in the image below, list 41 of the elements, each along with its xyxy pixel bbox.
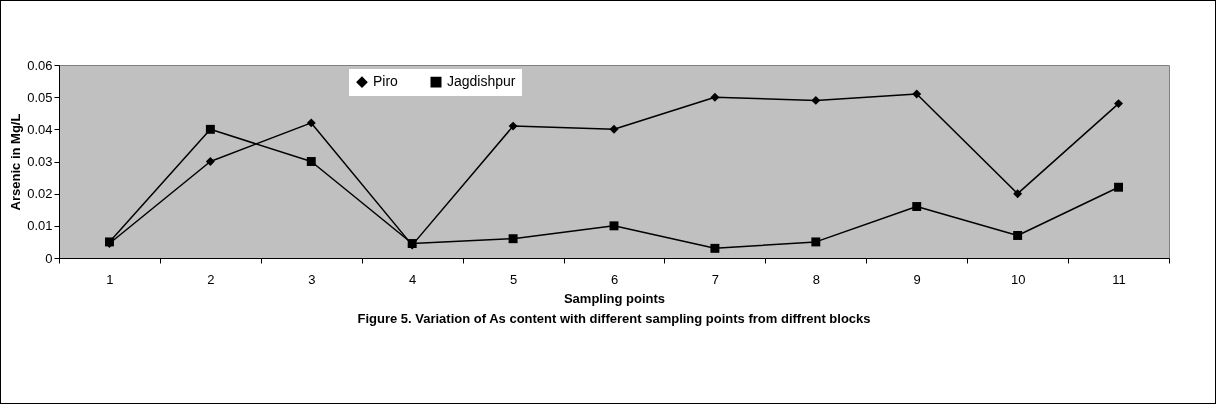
y-tick-label: 0.05: [27, 89, 53, 105]
point: [609, 124, 619, 134]
point: [912, 89, 922, 99]
y-tick-label: 0: [45, 250, 53, 266]
point: [205, 157, 215, 166]
point: [811, 95, 821, 105]
point: [306, 118, 316, 128]
x-tick-label: 5: [509, 271, 518, 287]
y-axis-title: Arsenic in Mg/L: [8, 113, 24, 211]
point: [1114, 182, 1124, 192]
point: [609, 221, 619, 231]
y-tick-label: 0.03: [27, 154, 53, 169]
point: [710, 243, 720, 253]
x-axis-title: Sampling points: [563, 290, 666, 306]
point: [710, 92, 720, 102]
y-tick-label: 0.01: [27, 218, 53, 234]
x-tick-label: 1: [106, 271, 114, 287]
point: [1013, 231, 1023, 240]
x-tick-label: 2: [207, 271, 215, 287]
x-tick-label: 8: [812, 271, 820, 287]
point: [508, 234, 518, 244]
y-tick-label: 0.02: [27, 186, 53, 202]
legend-label: Jagdishpur: [447, 73, 516, 90]
x-tick-label: 11: [1112, 271, 1126, 287]
caption: Figure 5. Variation of As content with different sampling points from diffrent blocks: [357, 311, 871, 326]
y-tick-label: 0.06: [27, 57, 53, 73]
point: [1114, 99, 1124, 109]
x-tick-label: 6: [610, 271, 619, 287]
point: [811, 237, 821, 247]
x-tick-label: 7: [711, 271, 720, 287]
point: [508, 121, 518, 131]
point: [912, 202, 922, 212]
x-tick-label: 3: [308, 271, 316, 287]
point: [306, 157, 316, 166]
legend-label: Piro: [373, 73, 399, 90]
x-tick-label: 9: [913, 271, 921, 287]
x-tick-label: 10: [1010, 271, 1026, 287]
point: [1013, 189, 1023, 199]
point: [205, 124, 215, 134]
y-tick-label: 0.04: [27, 121, 53, 137]
x-tick-label: 4: [409, 271, 417, 287]
